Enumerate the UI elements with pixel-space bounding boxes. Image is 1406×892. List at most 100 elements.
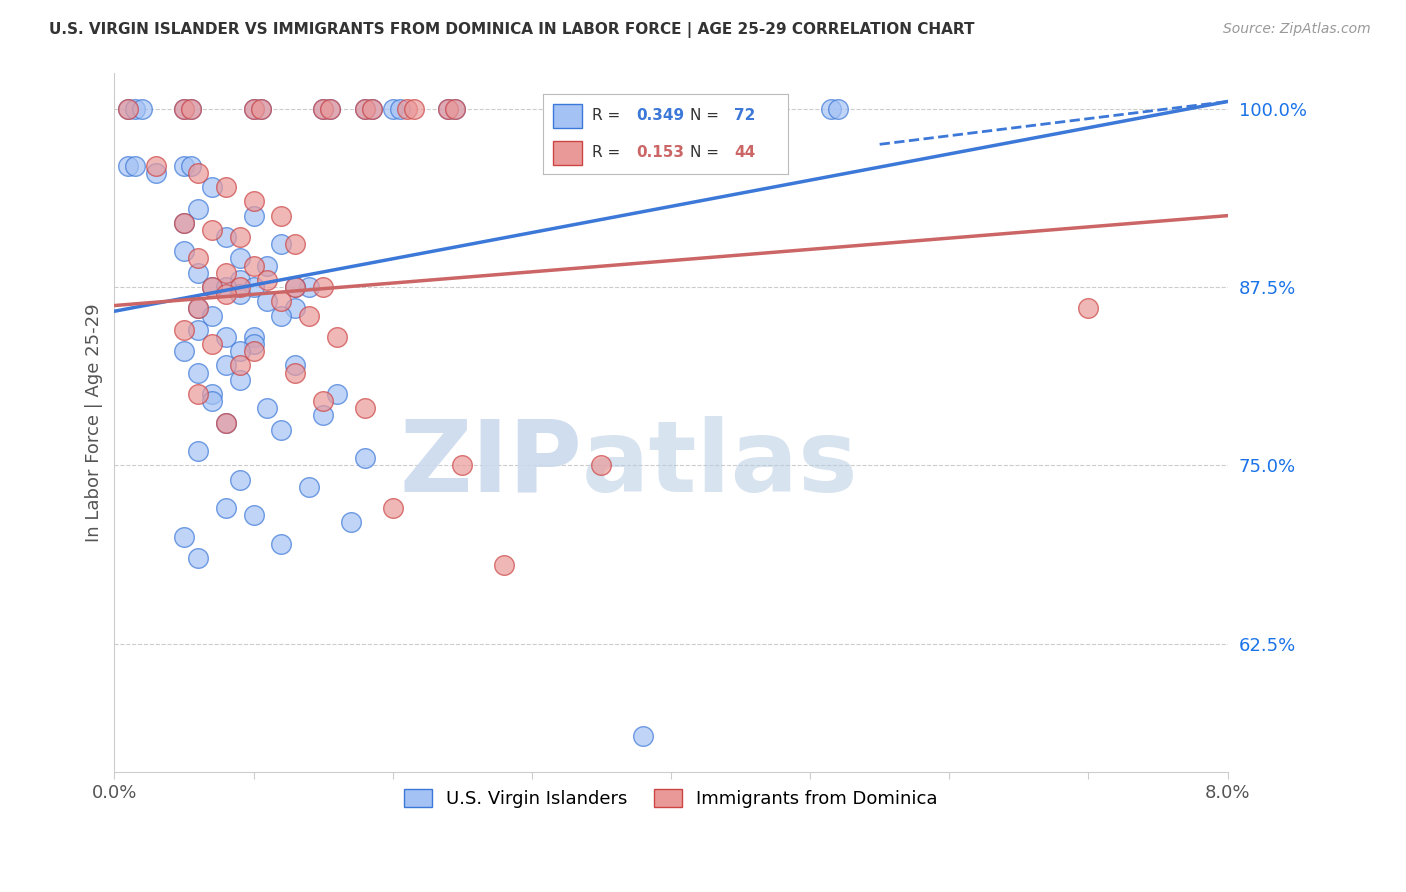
Point: [242, 330, 264, 344]
Point: [242, 508, 264, 523]
Point: [242, 102, 264, 116]
Point: [591, 458, 613, 473]
Point: [228, 273, 250, 287]
Point: [180, 159, 202, 173]
Point: [187, 301, 209, 316]
Point: [360, 102, 382, 116]
Point: [228, 473, 250, 487]
Point: [173, 244, 195, 259]
Point: [820, 102, 842, 116]
Point: [583, 102, 606, 116]
Point: [284, 237, 307, 252]
Point: [117, 159, 139, 173]
Point: [228, 373, 250, 387]
Point: [270, 237, 292, 252]
Point: [215, 416, 238, 430]
Point: [312, 102, 335, 116]
Point: [201, 394, 224, 409]
Point: [827, 102, 849, 116]
Point: [187, 323, 209, 337]
Point: [242, 194, 264, 209]
Point: [360, 102, 382, 116]
Point: [388, 102, 411, 116]
Point: [444, 102, 467, 116]
Point: [187, 366, 209, 380]
Point: [201, 309, 224, 323]
Point: [117, 102, 139, 116]
Point: [312, 394, 335, 409]
Point: [242, 209, 264, 223]
Point: [173, 216, 195, 230]
Point: [437, 102, 460, 116]
Point: [270, 309, 292, 323]
Point: [187, 166, 209, 180]
Point: [492, 558, 515, 573]
Text: atlas: atlas: [582, 416, 859, 513]
Point: [576, 102, 599, 116]
Point: [173, 344, 195, 359]
Point: [173, 102, 195, 116]
Point: [201, 280, 224, 294]
Point: [437, 102, 460, 116]
Point: [631, 730, 654, 744]
Point: [145, 159, 167, 173]
Point: [284, 280, 307, 294]
Point: [270, 294, 292, 309]
Point: [117, 102, 139, 116]
Point: [173, 216, 195, 230]
Point: [131, 102, 153, 116]
Point: [298, 480, 321, 494]
Point: [354, 401, 377, 416]
Point: [256, 401, 278, 416]
Point: [215, 280, 238, 294]
Point: [180, 102, 202, 116]
Point: [228, 230, 250, 244]
Point: [173, 159, 195, 173]
Point: [215, 180, 238, 194]
Point: [381, 102, 404, 116]
Point: [284, 280, 307, 294]
Point: [228, 359, 250, 373]
Point: [326, 330, 349, 344]
Point: [201, 387, 224, 401]
Point: [256, 273, 278, 287]
Point: [354, 102, 377, 116]
Point: [187, 444, 209, 458]
Point: [319, 102, 342, 116]
Point: [228, 252, 250, 266]
Point: [270, 537, 292, 551]
Point: [187, 202, 209, 216]
Point: [187, 266, 209, 280]
Text: ZIP: ZIP: [399, 416, 582, 513]
Point: [215, 230, 238, 244]
Point: [201, 223, 224, 237]
Point: [145, 166, 167, 180]
Point: [228, 280, 250, 294]
Point: [215, 287, 238, 301]
Point: [249, 102, 271, 116]
Point: [242, 259, 264, 273]
Point: [242, 102, 264, 116]
Point: [284, 366, 307, 380]
Point: [340, 516, 363, 530]
Point: [242, 337, 264, 351]
Point: [319, 102, 342, 116]
Point: [256, 259, 278, 273]
Point: [354, 451, 377, 466]
Legend: U.S. Virgin Islanders, Immigrants from Dominica: U.S. Virgin Islanders, Immigrants from D…: [398, 781, 945, 815]
Point: [354, 102, 377, 116]
Point: [256, 294, 278, 309]
Point: [173, 323, 195, 337]
Y-axis label: In Labor Force | Age 25-29: In Labor Force | Age 25-29: [86, 303, 103, 541]
Point: [228, 287, 250, 301]
Point: [381, 501, 404, 516]
Point: [201, 337, 224, 351]
Point: [402, 102, 425, 116]
Text: Source: ZipAtlas.com: Source: ZipAtlas.com: [1223, 22, 1371, 37]
Point: [242, 280, 264, 294]
Point: [228, 344, 250, 359]
Point: [180, 102, 202, 116]
Point: [242, 344, 264, 359]
Point: [173, 530, 195, 544]
Point: [284, 301, 307, 316]
